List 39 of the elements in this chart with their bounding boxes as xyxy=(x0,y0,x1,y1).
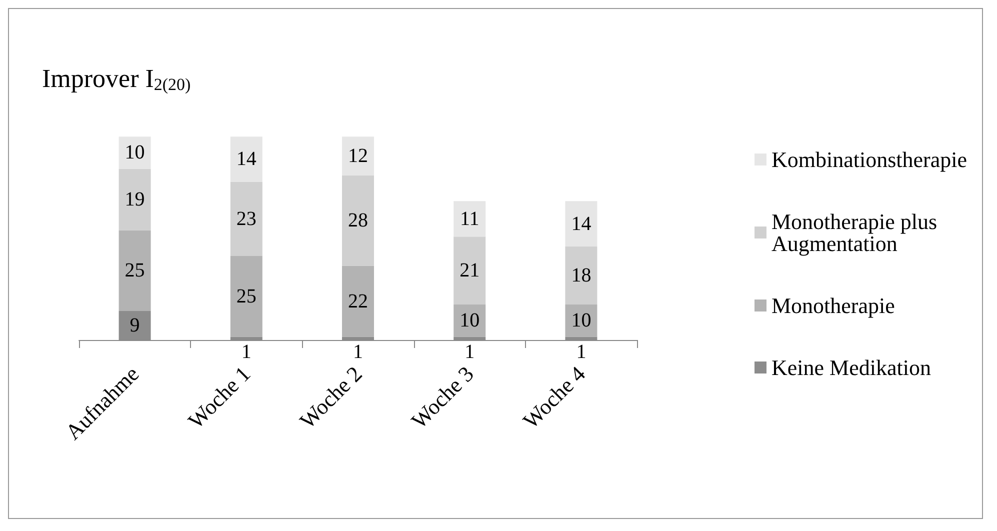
data-label: 10 xyxy=(124,142,145,164)
bar xyxy=(454,236,486,304)
data-label: 10 xyxy=(571,310,592,332)
data-label: 9 xyxy=(130,314,140,336)
bar xyxy=(230,256,262,337)
data-label: 1 xyxy=(353,341,363,363)
bar xyxy=(342,175,374,266)
bar xyxy=(565,304,598,337)
data-label: 10 xyxy=(460,310,480,332)
bar xyxy=(118,168,151,230)
bar xyxy=(118,230,151,311)
bar xyxy=(230,136,262,182)
bar xyxy=(230,182,262,256)
bar xyxy=(118,136,151,169)
data-label: 23 xyxy=(236,208,256,230)
bar xyxy=(565,201,598,246)
data-label: 11 xyxy=(460,208,480,230)
bar xyxy=(454,201,486,237)
data-label: 14 xyxy=(236,148,256,170)
data-label: 1 xyxy=(464,341,475,363)
data-label: 18 xyxy=(571,264,592,286)
bar xyxy=(342,136,374,176)
data-label: 14 xyxy=(571,212,592,235)
bar xyxy=(565,246,598,304)
legend-label: Monotherapie xyxy=(771,293,895,318)
legend-label: Keine Medikation xyxy=(771,355,931,380)
data-label: 1 xyxy=(576,341,586,363)
data-label: 28 xyxy=(348,210,368,232)
legend-label: Kombinationstherapie xyxy=(771,147,968,172)
data-label: 25 xyxy=(124,260,145,282)
data-label: 22 xyxy=(348,290,368,312)
bar xyxy=(454,304,486,337)
data-label: 1 xyxy=(241,341,252,363)
data-label: 21 xyxy=(460,260,480,282)
data-label: 12 xyxy=(348,144,368,167)
legend-label: Monotherapie plus Augmentation xyxy=(771,209,943,256)
data-label: 25 xyxy=(236,285,256,308)
bar xyxy=(342,266,374,337)
data-label: 19 xyxy=(124,188,145,211)
